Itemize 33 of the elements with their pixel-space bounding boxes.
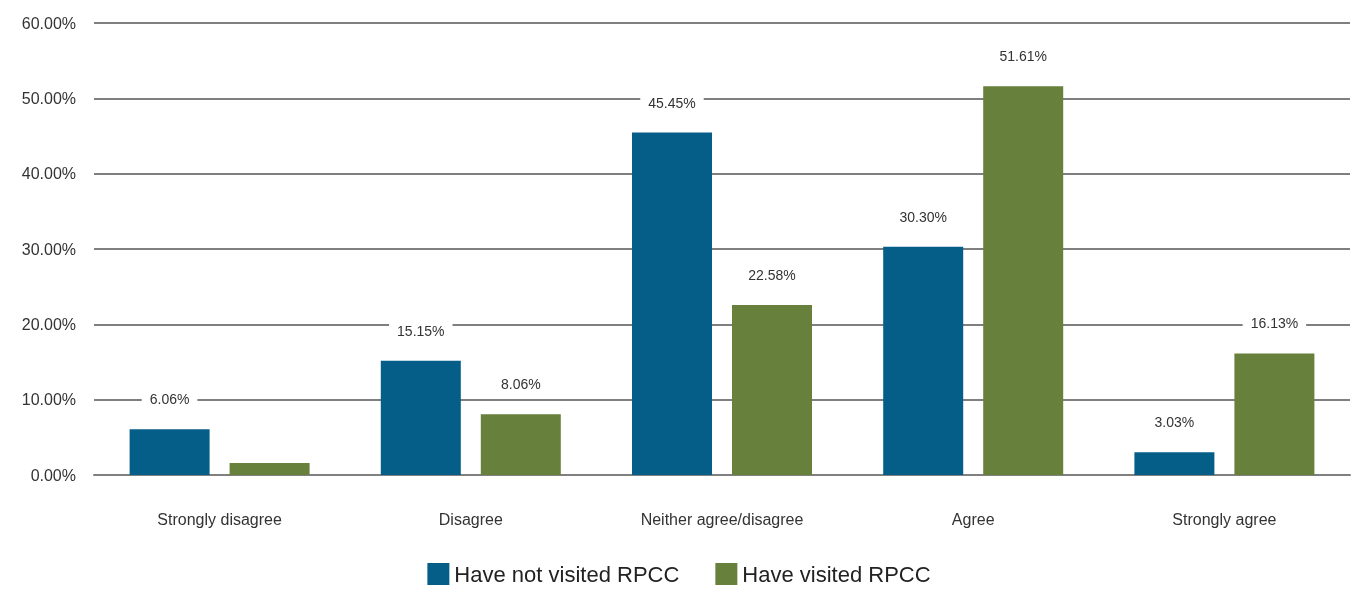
bar bbox=[983, 86, 1064, 475]
bar bbox=[883, 246, 964, 475]
data-label: 30.30% bbox=[899, 208, 947, 225]
x-tick-label: Agree bbox=[951, 510, 995, 528]
data-label: 3.03% bbox=[1154, 414, 1195, 431]
y-tick-label: 20.00% bbox=[21, 315, 76, 333]
bar bbox=[480, 414, 561, 475]
data-label: 15.15% bbox=[397, 322, 445, 339]
bar bbox=[1134, 452, 1215, 475]
x-tick-label: Disagree bbox=[438, 510, 503, 528]
data-label: 45.45% bbox=[648, 94, 696, 111]
data-label: 8.06% bbox=[500, 376, 541, 393]
y-tick-label: 40.00% bbox=[21, 165, 76, 183]
data-label: 6.06% bbox=[149, 391, 190, 408]
bar bbox=[732, 304, 812, 475]
y-tick-label: 10.00% bbox=[21, 391, 76, 409]
y-tick-label: 30.00% bbox=[21, 240, 76, 258]
x-tick-label: Neither agree/disagree bbox=[640, 510, 804, 528]
data-label: 22.58% bbox=[748, 266, 796, 283]
data-label: 51.61% bbox=[999, 48, 1047, 65]
y-tick-label: 60.00% bbox=[21, 14, 76, 32]
bar bbox=[632, 132, 712, 475]
data-label: 16.13% bbox=[1250, 315, 1299, 332]
x-tick-label: Strongly agree bbox=[1172, 510, 1277, 528]
bar bbox=[1234, 353, 1315, 475]
y-tick-label: 0.00% bbox=[30, 466, 76, 484]
bar bbox=[229, 462, 310, 475]
y-tick-label: 50.00% bbox=[21, 89, 76, 107]
bar bbox=[129, 429, 210, 475]
legend-label: Have not visited RPCC bbox=[454, 561, 680, 587]
bar bbox=[380, 360, 461, 475]
x-tick-label: Strongly disagree bbox=[157, 510, 282, 528]
legend-label: Have visited RPCC bbox=[742, 561, 931, 587]
